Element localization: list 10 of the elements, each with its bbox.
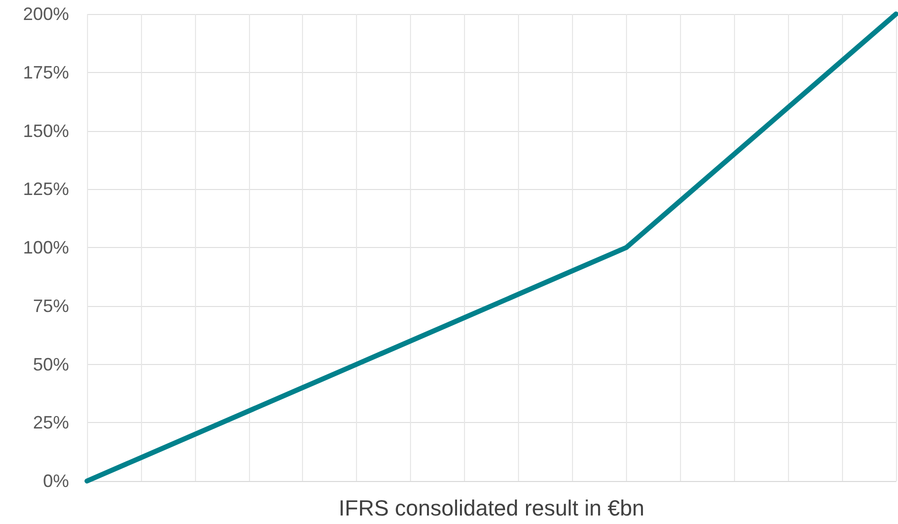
y-tick-label: 150% xyxy=(22,120,69,141)
x-axis-title: IFRS consolidated result in €bn xyxy=(338,496,644,520)
y-tick-label: 50% xyxy=(32,354,69,374)
y-tick-label: 100% xyxy=(22,238,69,258)
y-tick-label: 25% xyxy=(32,412,69,433)
y-tick-label: 200% xyxy=(22,4,69,24)
y-tick-label: 175% xyxy=(22,62,69,82)
y-tick-label: 0% xyxy=(42,471,69,491)
y-tick-label: 75% xyxy=(32,296,69,316)
y-tick-label: 125% xyxy=(22,179,69,200)
